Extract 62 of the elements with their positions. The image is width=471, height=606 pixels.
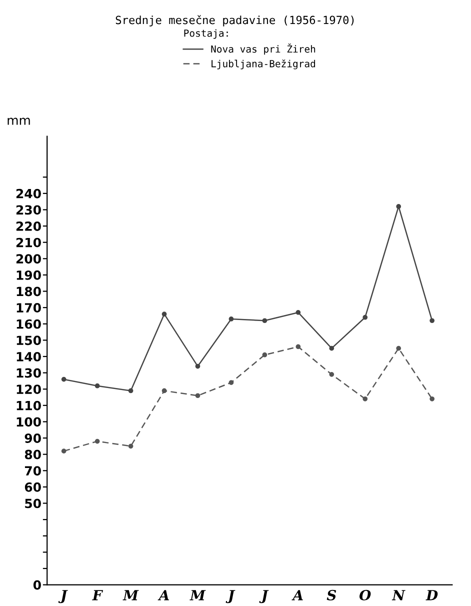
y-axis-title: mm [8,118,30,125]
x-tick-label: M [190,590,206,600]
x-tick-label: D [426,590,438,600]
y-tick-label: 210 [16,238,41,248]
y-tick-label: 70 [24,466,41,476]
point [61,376,66,382]
point [362,314,368,320]
point [329,346,334,351]
y-tick-label: 120 [16,384,41,394]
y-tick-label: 190 [16,270,41,280]
x-tick-label: O [360,590,371,600]
point [396,346,402,351]
x-tick-label: A [158,590,169,600]
y-tick-label: 110 [16,400,41,410]
y-tick-label: 50 [25,498,41,508]
x-tick-label: M [122,590,139,600]
x-tick-label: J [226,590,236,604]
y-tick-label: 200 [16,254,41,264]
x-tick-label: J [58,590,68,604]
y-tick-label: 230 [16,205,41,215]
point [262,318,268,324]
y-tick-label: 160 [16,319,41,329]
point [128,444,134,449]
point [94,383,100,388]
point [228,316,234,322]
point [61,448,66,454]
point [430,318,435,324]
y-tick-label: 60 [24,482,41,492]
point [430,396,435,402]
point [195,393,200,398]
x-tick-label: J [259,590,269,604]
chart-title: Srednje mesečne padavine (1956-1970) [116,15,354,26]
point [228,380,234,386]
point [162,388,167,394]
point [195,364,200,369]
point [128,388,134,394]
y-tick-label: 150 [16,336,41,346]
y-tick-label: 130 [16,368,41,378]
y-tick-label: 240 [16,188,41,198]
point [296,310,301,315]
point [329,372,334,377]
y-tick-label: 220 [16,222,41,231]
point [262,352,268,358]
point [94,438,100,444]
y-tick-label: 80 [24,450,41,460]
point [396,204,402,209]
y-tick-label: 0 [33,580,41,590]
y-tick-label: 140 [16,352,41,362]
y-tick-label: 100 [16,417,41,427]
point [162,312,167,317]
y-tick-label: 90 [24,434,41,443]
x-tick-label: N [392,590,406,600]
legend-title: Postaja: [184,29,228,39]
x-tick-label: F [92,590,104,600]
point [296,344,301,350]
y-tick-label: 170 [16,303,41,312]
y-tick-label: 180 [16,286,41,296]
x-tick-label: A [292,590,303,600]
x-tick-label: S [326,590,336,600]
legend-label: Nova vas pri Žireh [211,44,316,55]
legend-label: Ljubljana-Bežigrad [212,59,316,70]
point [362,396,368,402]
